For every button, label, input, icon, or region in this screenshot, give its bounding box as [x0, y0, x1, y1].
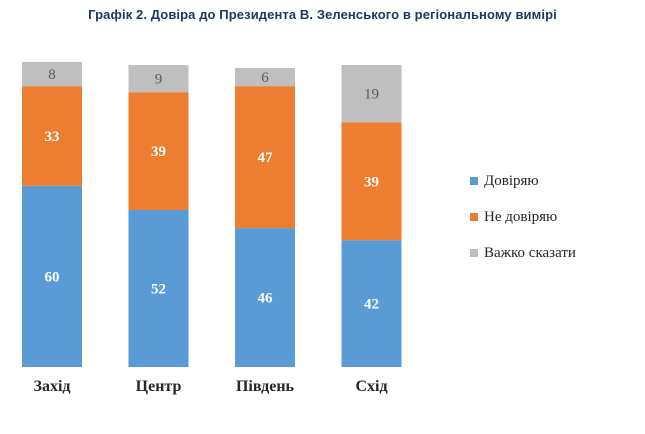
bar-segment-distrust — [128, 92, 189, 210]
legend-label-trust: Довіряю — [484, 172, 539, 189]
bar-segment-hard-to-say — [22, 62, 82, 87]
bar-segment-distrust — [235, 86, 295, 229]
data-label-trust: 42 — [364, 297, 379, 313]
bar-segment-distrust — [22, 86, 82, 186]
bar-segment-trust — [128, 209, 189, 367]
legend-item-trust: Довіряю — [470, 172, 576, 190]
bar-segment-hard-to-say — [235, 68, 295, 87]
category-label: Центр — [136, 378, 182, 395]
data-label-hard-to-say: 19 — [364, 87, 379, 103]
bar-segment-trust — [235, 228, 295, 367]
bar-segment-trust — [341, 240, 402, 367]
legend-item-distrust: Не довіряю — [470, 208, 576, 226]
bar-segment-trust — [22, 185, 82, 367]
legend-swatch-trust — [470, 177, 478, 185]
category-label: Південь — [236, 378, 295, 395]
data-label-distrust: 33 — [45, 129, 60, 145]
data-label-trust: 52 — [151, 281, 166, 297]
data-label-distrust: 39 — [364, 174, 379, 190]
data-label-hard-to-say: 8 — [48, 67, 56, 83]
bar-segment-distrust — [341, 122, 402, 241]
legend-swatch-distrust — [470, 213, 478, 221]
chart-title: Графік 2. Довіра до Президента В. Зеленс… — [88, 7, 557, 22]
data-label-trust: 60 — [45, 269, 60, 285]
legend-item-hard-to-say: Важко сказати — [470, 244, 576, 262]
data-label-distrust: 47 — [258, 150, 274, 166]
legend-label-hard-to-say: Важко сказати — [484, 244, 576, 261]
data-label-hard-to-say: 9 — [155, 72, 163, 88]
legend-swatch-hard-to-say — [470, 249, 478, 257]
bar-segment-hard-to-say — [341, 65, 402, 123]
data-label-hard-to-say: 6 — [261, 70, 269, 86]
bar-segment-hard-to-say — [128, 65, 189, 93]
category-label: Захід — [34, 378, 71, 395]
legend-label-distrust: Не довіряю — [484, 208, 558, 225]
data-label-trust: 46 — [258, 291, 274, 307]
legend: Довіряю Не довіряю Важко сказати — [470, 172, 576, 280]
data-label-distrust: 39 — [151, 144, 166, 160]
category-label: Схід — [355, 378, 387, 395]
